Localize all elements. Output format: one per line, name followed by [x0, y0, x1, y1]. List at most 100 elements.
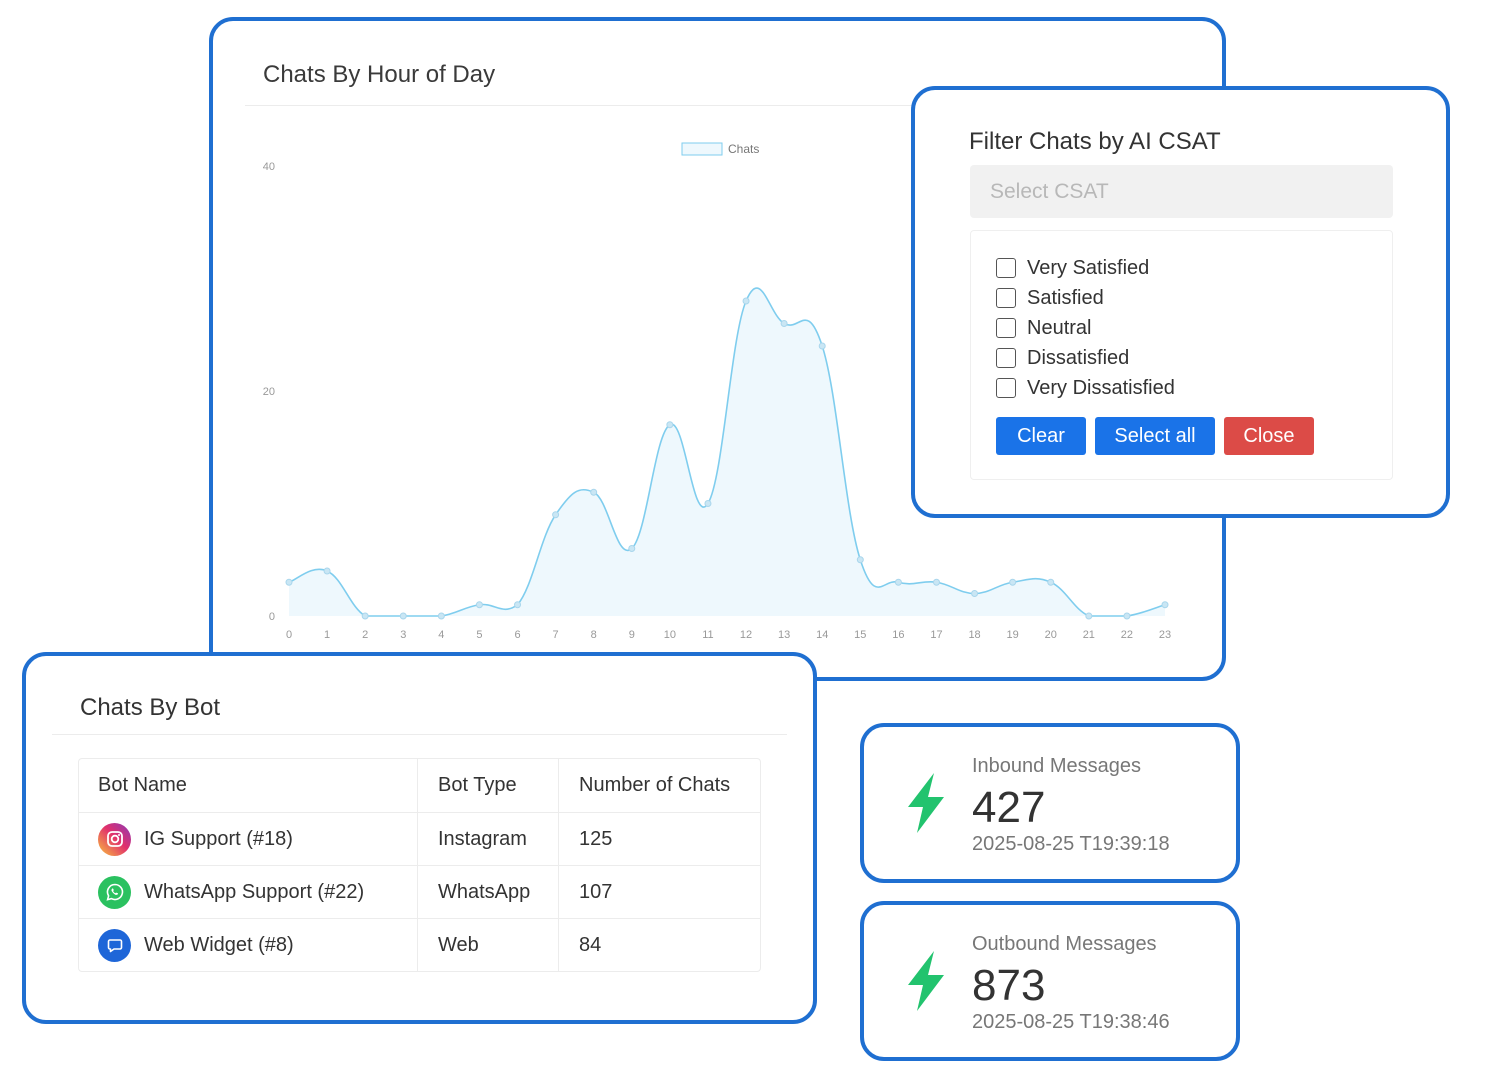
table-row[interactable]: WhatsApp Support (#22) WhatsApp 107 — [79, 865, 760, 918]
x-tick-label: 19 — [1007, 629, 1019, 641]
chats-by-bot-card: Chats By Bot Bot Name Bot Type Number of… — [22, 652, 817, 1024]
table-row[interactable]: IG Support (#18) Instagram 125 — [79, 812, 760, 865]
csat-options-panel: Very Satisfied Satisfied Neutral Dissati… — [970, 230, 1393, 480]
bot-type: Instagram — [418, 813, 559, 865]
x-tick-label: 20 — [1045, 629, 1057, 641]
header-bot-type[interactable]: Bot Type — [418, 759, 559, 812]
stat-value: 873 — [972, 961, 1046, 1010]
bot-name: Web Widget (#8) — [144, 933, 294, 956]
x-tick-label: 10 — [664, 629, 676, 641]
chart-point — [742, 297, 750, 305]
bot-name-cell: Web Widget (#8) — [79, 919, 418, 971]
x-tick-label: 6 — [514, 629, 520, 641]
csat-option-satisfied[interactable]: Satisfied — [996, 285, 1104, 311]
chart-point — [1161, 601, 1169, 609]
x-tick-label: 9 — [629, 629, 635, 641]
select-all-button[interactable]: Select all — [1095, 417, 1215, 455]
x-tick-label: 18 — [968, 629, 980, 641]
x-tick-label: 5 — [476, 629, 482, 641]
bot-name-cell: IG Support (#18) — [79, 813, 418, 865]
x-tick-label: 16 — [892, 629, 904, 641]
checkbox[interactable] — [996, 288, 1016, 308]
x-tick-label: 22 — [1121, 629, 1133, 641]
checkbox[interactable] — [996, 378, 1016, 398]
x-tick-label: 14 — [816, 629, 828, 641]
y-tick-label: 20 — [263, 386, 275, 398]
chart-point — [1123, 612, 1131, 620]
option-label: Satisfied — [1027, 286, 1104, 309]
chart-point — [514, 601, 522, 609]
stat-label: Outbound Messages — [972, 933, 1157, 955]
x-tick-label: 2 — [362, 629, 368, 641]
bot-table: Bot Name Bot Type Number of Chats IG Sup… — [78, 758, 761, 972]
chart-point — [323, 567, 331, 575]
chart-point — [856, 556, 864, 564]
chart-point — [894, 578, 902, 586]
csat-option-very-dissatisfied[interactable]: Very Dissatisfied — [996, 375, 1175, 401]
bot-name-cell: WhatsApp Support (#22) — [79, 866, 418, 918]
lightning-icon — [908, 951, 944, 1011]
x-tick-label: 13 — [778, 629, 790, 641]
legend-swatch — [681, 142, 723, 156]
x-tick-label: 7 — [553, 629, 559, 641]
bot-card-title: Chats By Bot — [80, 694, 221, 721]
checkbox[interactable] — [996, 348, 1016, 368]
stat-timestamp: 2025-08-25 T19:38:46 — [972, 1011, 1170, 1033]
csat-select[interactable]: Select CSAT — [970, 165, 1393, 218]
stat-label: Inbound Messages — [972, 755, 1142, 777]
y-tick-label: 40 — [263, 161, 275, 173]
option-label: Very Satisfied — [1027, 256, 1150, 279]
chart-point — [932, 578, 940, 586]
instagram-icon — [98, 822, 131, 856]
table-row[interactable]: Web Widget (#8) Web 84 — [79, 918, 760, 971]
chart-point — [666, 421, 674, 429]
checkbox[interactable] — [996, 318, 1016, 338]
option-label: Neutral — [1027, 316, 1092, 339]
bot-name: IG Support (#18) — [144, 827, 293, 850]
bot-type: WhatsApp — [418, 866, 559, 918]
table-header-row: Bot Name Bot Type Number of Chats — [79, 759, 760, 812]
filter-title: Filter Chats by AI CSAT — [969, 128, 1221, 155]
close-button[interactable]: Close — [1224, 417, 1314, 455]
clear-button[interactable]: Clear — [996, 417, 1086, 455]
csat-option-dissatisfied[interactable]: Dissatisfied — [996, 345, 1129, 371]
chart-point — [628, 545, 636, 552]
whatsapp-icon — [98, 875, 131, 909]
chart-series-line — [288, 287, 1166, 617]
chart-point — [437, 612, 445, 620]
web-chat-icon — [98, 928, 131, 962]
y-tick-label: 0 — [269, 611, 275, 623]
bot-name: WhatsApp Support (#22) — [144, 880, 365, 903]
option-label: Very Dissatisfied — [1027, 376, 1175, 399]
checkbox[interactable] — [996, 258, 1016, 278]
csat-filter-card: Filter Chats by AI CSAT Select CSAT Very… — [911, 86, 1450, 518]
x-tick-label: 15 — [854, 629, 866, 641]
chart-point — [971, 590, 979, 597]
header-number-of-chats[interactable]: Number of Chats — [579, 774, 731, 796]
chart-point — [704, 500, 712, 507]
chat-count: 84 — [579, 933, 602, 956]
stat-timestamp: 2025-08-25 T19:39:18 — [972, 833, 1170, 855]
inbound-messages-card: Inbound Messages 427 2025-08-25 T19:39:1… — [860, 723, 1240, 883]
divider — [245, 105, 1190, 106]
option-label: Dissatisfied — [1027, 346, 1130, 369]
csat-option-neutral[interactable]: Neutral — [996, 315, 1091, 341]
divider — [52, 734, 787, 735]
x-tick-label: 4 — [438, 629, 444, 641]
chart-point — [1085, 612, 1093, 620]
chart-point — [285, 578, 293, 586]
x-tick-label: 12 — [740, 629, 752, 641]
header-bot-name[interactable]: Bot Name — [79, 759, 418, 812]
chat-count: 107 — [579, 880, 613, 903]
chart-point — [361, 612, 369, 620]
x-tick-label: 3 — [400, 629, 406, 641]
x-tick-label: 8 — [591, 629, 597, 641]
csat-option-very-satisfied[interactable]: Very Satisfied — [996, 255, 1149, 281]
chart-area-fill — [289, 288, 1165, 616]
chart-point — [475, 601, 483, 609]
bot-type: Web — [418, 919, 559, 971]
stat-value: 427 — [972, 783, 1046, 832]
chart-point — [590, 488, 598, 496]
chart-point — [552, 511, 560, 519]
